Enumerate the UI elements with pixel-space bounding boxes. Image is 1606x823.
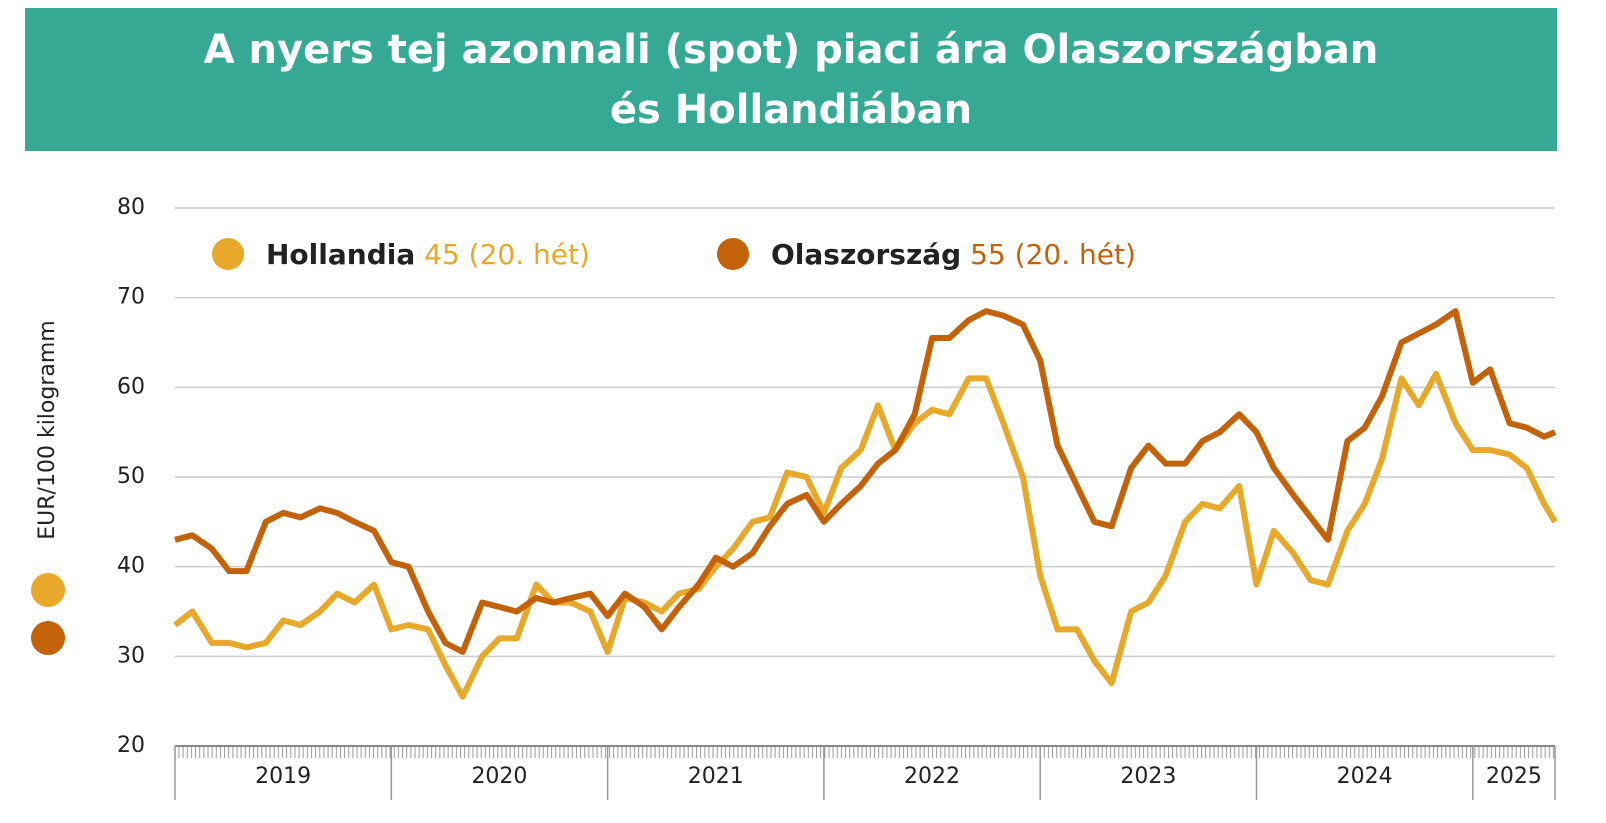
- legend-latest: 55 (20. hét): [970, 238, 1136, 271]
- y-tick-label: 60: [117, 374, 145, 399]
- x-tick-label: 2022: [904, 764, 960, 789]
- y-tick-label: 80: [117, 195, 145, 220]
- chart-title: és Hollandiában: [610, 87, 972, 133]
- legend-space: [415, 238, 424, 271]
- x-tick-label: 2025: [1486, 764, 1542, 789]
- legend-latest: 45 (20. hét): [424, 238, 590, 271]
- y-axis-label: EUR/100 kilogramm: [35, 320, 60, 539]
- series-line: [174, 308, 1557, 655]
- legend-entry: Hollandia 45 (20. hét): [266, 238, 590, 271]
- x-tick-label: 2024: [1337, 764, 1393, 789]
- legend-marker: [717, 238, 749, 270]
- y-tick-label: 20: [117, 733, 145, 758]
- axis-legend-dot: [31, 621, 65, 655]
- title-banner: [25, 8, 1557, 151]
- axis-legend-dot: [31, 573, 65, 607]
- y-tick-label: 40: [117, 554, 145, 579]
- x-tick-label: 2019: [255, 764, 311, 789]
- legend-name: Hollandia: [266, 238, 415, 271]
- y-tick-label: 50: [117, 464, 145, 489]
- series-line: [173, 370, 1558, 700]
- legend-entry: Olaszország 55 (20. hét): [771, 238, 1136, 271]
- legend-name: Olaszország: [771, 238, 961, 271]
- x-tick-label: 2020: [471, 764, 527, 789]
- x-tick-label: 2023: [1120, 764, 1176, 789]
- y-tick-label: 30: [117, 643, 145, 668]
- legend-marker: [212, 238, 244, 270]
- y-tick-label: 70: [117, 285, 145, 310]
- minor-ticks: [175, 746, 1555, 758]
- chart-title: A nyers tej azonnali (spot) piaci ára Ol…: [204, 27, 1379, 73]
- legend-space: [961, 238, 970, 271]
- x-tick-label: 2021: [688, 764, 744, 789]
